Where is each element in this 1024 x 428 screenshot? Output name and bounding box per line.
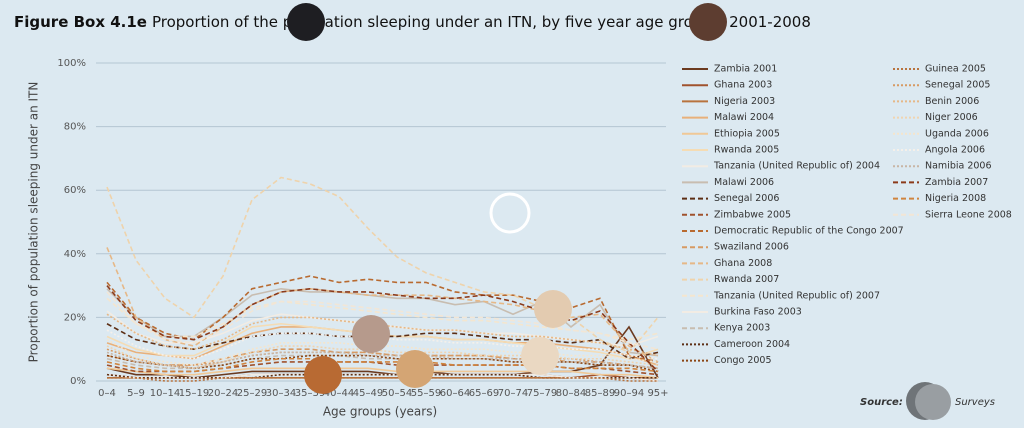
series-line	[106, 176, 659, 354]
legend-label: Benin 2006	[925, 96, 979, 107]
legend-label: Kenya 2003	[714, 323, 770, 334]
overlays	[304, 192, 951, 420]
series-line	[106, 351, 659, 370]
legend-label: Nigeria 2003	[714, 96, 775, 107]
legend-label: Nigeria 2008	[925, 193, 986, 204]
y-tick-label: 0%	[70, 376, 86, 387]
legend-label: Namibia 2006	[925, 161, 992, 172]
legend-label: Malawi 2006	[714, 177, 774, 188]
series-line	[106, 313, 659, 357]
legend-label: Burkina Faso 2003	[714, 307, 802, 318]
occlusion	[915, 384, 951, 420]
legend-label: Ghana 2003	[714, 80, 772, 91]
x-tick-label: 85–89	[585, 388, 615, 399]
x-tick-label: 45–49	[353, 388, 383, 399]
series-line	[106, 357, 659, 373]
legend-label: Tanzania (United Republic of) 2004	[713, 161, 880, 172]
legend-label: Sierra Leone 2008	[925, 209, 1012, 220]
legend-label: Zimbabwe 2005	[714, 209, 791, 220]
legend-label: Ethiopia 2005	[714, 128, 780, 139]
x-tick-label: 95+	[647, 388, 668, 399]
occlusion	[534, 290, 572, 328]
occlusion	[396, 350, 434, 388]
legend-label: Swaziland 2006	[714, 242, 789, 253]
y-tick-label: 80%	[64, 122, 86, 133]
legend-label: Guinea 2005	[925, 64, 986, 75]
legend-label: Senegal 2005	[925, 80, 990, 91]
occlusion	[521, 337, 559, 375]
x-tick-label: 25–29	[237, 388, 267, 399]
legend-label: Niger 2006	[925, 112, 978, 123]
series-line	[106, 373, 658, 379]
x-tick-label: 55–59	[411, 388, 441, 399]
x-tick-label: 75–79	[527, 388, 557, 399]
series-line	[106, 367, 659, 379]
legend-label: Uganda 2006	[925, 128, 989, 139]
x-tick-label: 50–54	[382, 388, 412, 399]
x-tick-label: 20–24	[208, 388, 238, 399]
x-tick-label: 70–74	[498, 388, 528, 399]
x-tick-label: 10–14	[150, 388, 180, 399]
legend-label: Malawi 2004	[714, 112, 774, 123]
y-tick-label: 60%	[64, 185, 86, 196]
legend-label: Tanzania (United Republic of) 2007	[713, 290, 880, 301]
y-tick-label: 100%	[57, 58, 86, 69]
occlusion	[489, 192, 531, 234]
x-tick-label: 80–84	[556, 388, 586, 399]
occlusion	[287, 3, 325, 41]
legend-label: Rwanda 2005	[714, 145, 779, 156]
legend: Zambia 2001 Ghana 2003 Nigeria 2003 Malawi …	[682, 64, 1012, 366]
legend-label: Rwanda 2007	[714, 274, 779, 285]
x-tick-label: 0–4	[98, 388, 116, 399]
x-tick-label: 35–39	[295, 388, 325, 399]
legend-label: Zambia 2001	[714, 64, 777, 75]
legend-label: Senegal 2006	[714, 193, 779, 204]
legend-label: Congo 2005	[714, 355, 772, 366]
legend-label: Angola 2006	[925, 145, 985, 156]
legend-label: Democratic Republic of the Congo 2007	[714, 226, 904, 237]
series-line	[107, 377, 658, 382]
y-axis-label: Proportion of population sleeping under …	[27, 82, 41, 363]
series-line	[106, 338, 659, 366]
x-tick-label: 60–64	[440, 388, 470, 399]
x-tick-label: 5–9	[127, 388, 145, 399]
x-tick-label: 65–69	[469, 388, 499, 399]
legend-label: Cameroon 2004	[714, 339, 790, 350]
x-tick-label: 90–94	[614, 388, 644, 399]
source-label: Source:	[860, 397, 903, 408]
x-tick-label: 15–19	[179, 388, 209, 399]
y-tick-label: 20%	[64, 312, 86, 323]
occlusion	[352, 315, 390, 353]
legend-label: Ghana 2008	[714, 258, 772, 269]
occlusion	[304, 356, 342, 394]
series-line	[106, 287, 659, 357]
series-line	[106, 291, 659, 350]
x-tick-label: 30–34	[266, 388, 296, 399]
y-tick-label: 40%	[64, 249, 86, 260]
legend-label: Zambia 2007	[925, 177, 988, 188]
figure-label: Figure Box 4.1e	[14, 13, 147, 31]
x-axis-label: Age groups (years)	[323, 405, 437, 419]
source-text: Surveys	[955, 397, 995, 408]
x-tick-label: 40–44	[324, 388, 354, 399]
occlusion	[689, 3, 727, 41]
